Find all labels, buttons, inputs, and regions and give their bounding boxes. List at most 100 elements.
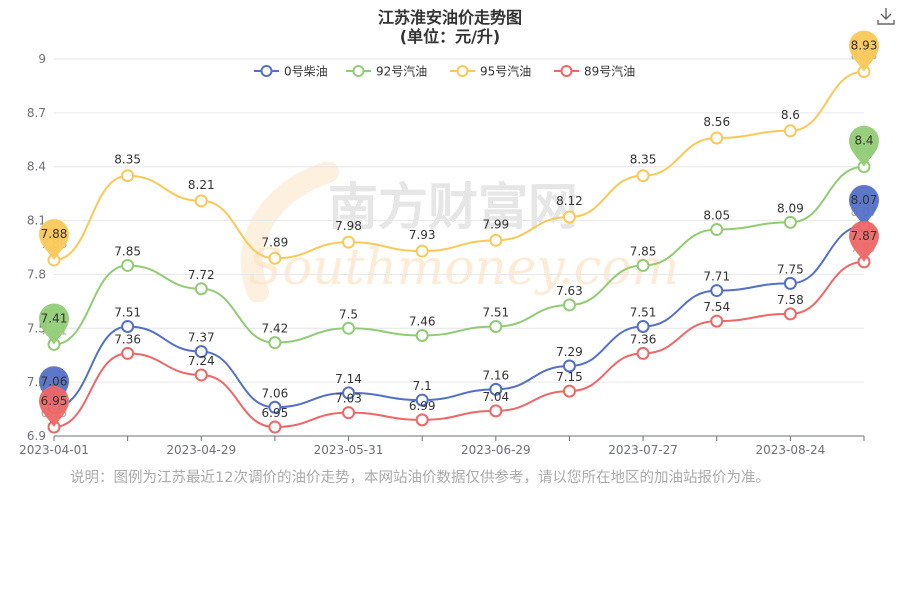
data-label: 6.95	[262, 406, 289, 420]
y-tick-label: 8.4	[27, 160, 46, 174]
pin-marker: 7.41	[39, 303, 69, 345]
x-tick-label: 2023-04-01	[19, 443, 89, 457]
pin-marker: 8.93	[849, 30, 879, 72]
pin-marker: 8.4	[849, 125, 879, 167]
data-point	[710, 314, 724, 328]
data-label: 7.99	[482, 217, 509, 231]
data-point	[489, 382, 503, 396]
chart-title: 江苏淮安油价走势图	[377, 8, 522, 27]
data-point	[121, 169, 135, 183]
data-point	[342, 321, 356, 335]
y-tick-label: 8.7	[27, 106, 46, 120]
data-point	[783, 307, 797, 321]
pin-marker: 8.07	[849, 184, 879, 226]
series-line	[53, 165, 865, 346]
pin-label: 7.06	[41, 374, 68, 388]
data-label: 7.63	[556, 284, 583, 298]
y-tick-label: 8.1	[27, 214, 46, 228]
data-label: 7.04	[482, 390, 509, 404]
pin-shape	[849, 30, 879, 72]
legend-item[interactable]: 92号汽油	[346, 64, 427, 79]
data-label: 8.12	[556, 194, 583, 208]
data-label: 7.03	[335, 392, 362, 406]
data-point	[268, 400, 282, 414]
pin-label: 8.93	[851, 39, 878, 53]
data-label: 7.85	[630, 244, 657, 258]
pin-label: 7.41	[41, 311, 68, 325]
pin-label: 6.95	[41, 394, 68, 408]
y-tick-label: 9	[38, 52, 46, 66]
legend-item[interactable]: 89号汽油	[554, 64, 635, 79]
data-point	[121, 319, 135, 333]
series-2: 7.88 8.35 8.21 7.89 7.98 7.93 7.99 8.12 8.35 8.56…	[39, 30, 879, 267]
pin-marker: 7.87	[849, 220, 879, 262]
download-icon[interactable]	[876, 6, 896, 26]
data-point	[562, 359, 576, 373]
legend-label: 0号柴油	[284, 65, 328, 79]
data-label: 7.51	[630, 305, 657, 319]
data-point	[342, 406, 356, 420]
data-point	[342, 386, 356, 400]
x-tick-label: 2023-04-29	[166, 443, 236, 457]
series-line	[53, 260, 865, 429]
pin-shape	[39, 219, 69, 261]
data-label: 7.36	[114, 332, 141, 346]
data-label: 8.56	[703, 115, 730, 129]
data-point	[121, 346, 135, 360]
data-label: 7.51	[114, 305, 141, 319]
legend-symbol	[352, 65, 365, 77]
data-label: 8.21	[188, 178, 215, 192]
pin-label: 8.4	[854, 134, 873, 148]
data-label: 7.58	[777, 293, 804, 307]
data-label: 7.89	[262, 235, 289, 249]
chart-subtitle: (单位：元/升)	[399, 27, 501, 46]
pin-shape	[849, 184, 879, 226]
data-label: 7.37	[188, 331, 215, 345]
data-point	[636, 346, 650, 360]
data-point	[636, 319, 650, 333]
data-point	[121, 258, 135, 272]
series-1: 7.41 7.85 7.72 7.42 7.5 7.46 7.51 7.63 7.85 8.05 8…	[39, 125, 879, 351]
pin-shape	[849, 220, 879, 262]
data-point	[562, 384, 576, 398]
data-label: 7.06	[262, 386, 289, 400]
data-label: 7.15	[556, 370, 583, 384]
data-label: 7.29	[556, 345, 583, 359]
data-label: 7.54	[703, 300, 730, 314]
pin-marker: 6.95	[39, 386, 69, 428]
data-label: 7.93	[409, 228, 436, 242]
data-label: 7.42	[262, 322, 289, 336]
pin-marker: 7.88	[39, 219, 69, 261]
data-label: 7.71	[703, 270, 730, 284]
legend-item[interactable]: 95号汽油	[450, 64, 531, 79]
data-label: 7.85	[114, 244, 141, 258]
data-label: 7.16	[482, 368, 509, 382]
data-point	[194, 194, 208, 208]
data-point	[783, 124, 797, 138]
data-point	[636, 258, 650, 272]
data-point	[783, 215, 797, 229]
x-tick-label: 2023-08-24	[755, 443, 825, 457]
legend-item[interactable]: 0号柴油	[254, 65, 328, 79]
data-label: 8.05	[703, 209, 730, 223]
data-point	[783, 276, 797, 290]
data-label: 7.72	[188, 268, 215, 282]
legend-label: 92号汽油	[376, 64, 427, 79]
x-tick-label: 2023-05-31	[314, 443, 384, 457]
data-point	[710, 131, 724, 145]
data-point	[489, 404, 503, 418]
data-point	[194, 282, 208, 296]
data-point	[415, 393, 429, 407]
data-label: 7.36	[630, 332, 657, 346]
pin-label: 8.07	[851, 193, 878, 207]
data-point	[415, 328, 429, 342]
data-label: 7.51	[482, 305, 509, 319]
data-point	[194, 345, 208, 359]
pin-shape	[39, 386, 69, 428]
data-point	[562, 298, 576, 312]
data-point	[710, 223, 724, 237]
pin-label: 7.87	[851, 229, 878, 243]
x-tick-label: 2023-07-27	[608, 443, 678, 457]
legend-label: 95号汽油	[480, 64, 531, 79]
